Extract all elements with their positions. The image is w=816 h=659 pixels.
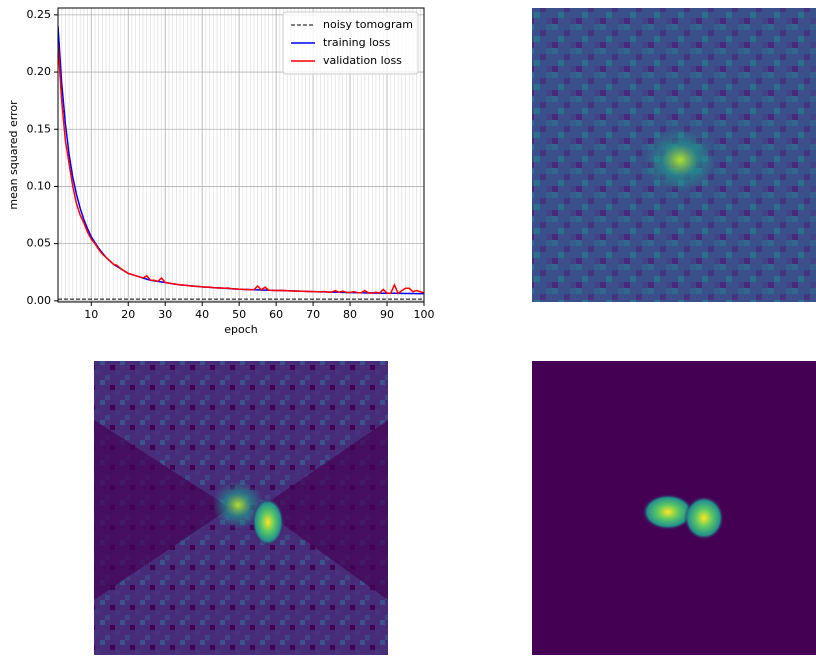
x-tick-label: 10 (84, 308, 98, 321)
y-tick-label: 0.05 (27, 237, 52, 250)
image-top-right (532, 8, 816, 302)
x-tick-label: 80 (343, 308, 357, 321)
legend-label: training loss (323, 36, 391, 49)
x-tick-label: 30 (158, 308, 172, 321)
image-bottom-right (532, 361, 816, 655)
axes-frame (57, 7, 425, 303)
series-line (58, 43, 424, 295)
x-tick-label: 70 (306, 308, 320, 321)
y-tick-label: 0.10 (27, 179, 52, 192)
loss-plot: 10 20 30 40 50 60 70 80 90 100 0.00 0.05 0.10 0.15 0.2… (27, 7, 435, 321)
x-tick-label: 100 (414, 308, 435, 321)
x-tick-label: 20 (121, 308, 135, 321)
y-tick-label: 0.00 (27, 294, 52, 307)
x-tick-label: 90 (380, 308, 394, 321)
x-axis-label: epoch (224, 323, 258, 336)
y-tick-label: 0.25 (27, 8, 52, 21)
image-bottom-left (94, 361, 388, 655)
x-tick-label: 40 (195, 308, 209, 321)
legend-label: noisy tomogram (323, 18, 413, 31)
x-tick-label: 50 (232, 308, 246, 321)
y-axis-label: mean squared error (7, 100, 20, 210)
legend-label: validation loss (323, 54, 402, 67)
legend-box (282, 11, 419, 75)
y-tick-label: 0.15 (27, 122, 52, 135)
y-tick-label: 0.20 (27, 65, 52, 78)
x-tick-label: 60 (269, 308, 283, 321)
